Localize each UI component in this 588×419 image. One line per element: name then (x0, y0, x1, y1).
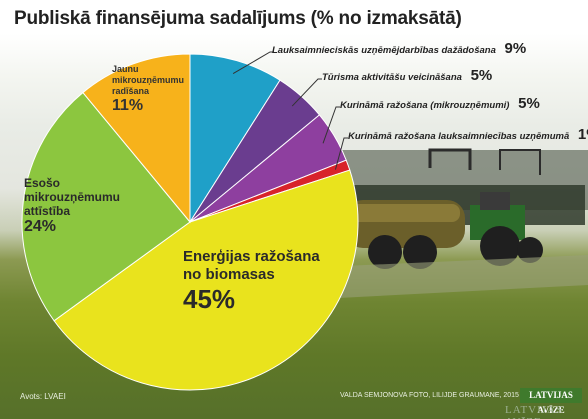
chart-title: Publiskā finansējuma sadalījums (% no iz… (14, 8, 462, 29)
label-energy-line1: Enerģijas ražošana (183, 248, 320, 265)
label-new-line1: Jaunu (112, 64, 139, 74)
label-existing: Esošo mikrouzņēmumu attīstība 24% (24, 176, 120, 236)
label-existing-line2: mikrouzņēmumu (24, 190, 121, 204)
callout-agri-label: Lauksaimnieciskās uzņēmējdarbības dažādo… (272, 45, 496, 56)
pie-slices (21, 53, 359, 391)
pie-slice-agri (189, 53, 281, 224)
callout-tourism-label: Tūrisma aktivitāšu veicināšana (322, 72, 462, 83)
callout-fuel-micro-value: 5% (518, 95, 540, 112)
leader-lines (232, 51, 348, 170)
label-existing-line3: attīstība (24, 204, 71, 218)
label-new-line3: radīšana (112, 86, 150, 96)
label-energy-value: 45% (183, 284, 236, 314)
label-energy-line2: no biomasas (183, 266, 275, 283)
leader-line-fuel-micro (322, 106, 340, 144)
leader-line-tourism (291, 78, 322, 107)
callout-agri: Lauksaimnieciskās uzņēmējdarbības dažādo… (272, 40, 526, 57)
callout-tourism-value: 5% (470, 67, 493, 84)
photo-credit: VALDA SEMJONOVA FOTO, LILIJDE GRAUMANE, … (340, 392, 519, 399)
callout-fuel-agri-label: Kurināmā ražošana lauksaimniecības uzņēm… (348, 131, 570, 142)
callout-tourism: Tūrisma aktivitāšu veicināšana 5% (322, 67, 492, 84)
callout-fuel-agri-value: 1% (577, 126, 588, 143)
brand-logo: LATVIJAS AVĪZE (520, 388, 582, 415)
label-new: Jaunu mikrouzņēmumu radīšana 11% (112, 64, 184, 115)
pie-slice-energy (53, 169, 359, 391)
brand-watermark: LATVIJAS AVĪZE (505, 404, 564, 419)
pie-slice-existing (21, 91, 191, 322)
callout-fuel-micro: Kurināmā ražošana (mikrouzņēmumi) 5% (340, 95, 540, 112)
source-text: Avots: LVAEI (20, 392, 66, 401)
leader-line-fuel-agri (334, 137, 348, 170)
label-new-line2: mikrouzņēmumu (112, 75, 185, 85)
pie-slice-new (82, 53, 191, 224)
label-existing-value: 24% (24, 218, 57, 235)
label-new-value: 11% (112, 97, 144, 114)
callout-agri-value: 9% (504, 40, 527, 57)
callout-fuel-micro-label: Kurināmā ražošana (mikrouzņēmumi) (340, 100, 510, 111)
leader-line-agri (232, 51, 274, 75)
label-energy: Enerģijas ražošana no biomasas 45% (183, 248, 320, 315)
label-existing-line1: Esošo (24, 176, 61, 190)
callout-fuel-agri: Kurināmā ražošana lauksaimniecības uzņēm… (348, 126, 588, 143)
